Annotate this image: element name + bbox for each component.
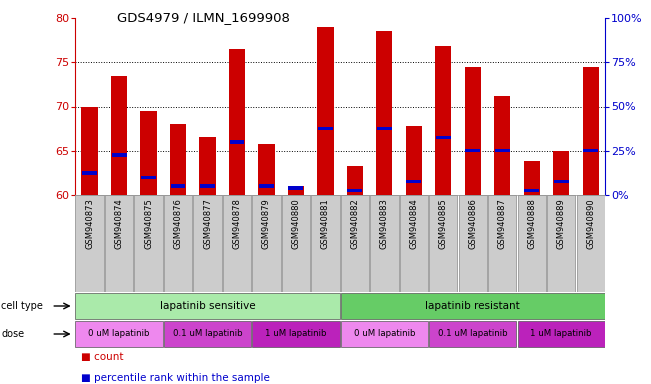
Bar bbox=[518, 321, 605, 347]
Bar bbox=[141, 175, 156, 179]
Bar bbox=[288, 186, 303, 190]
Bar bbox=[465, 67, 481, 195]
Text: 1 uM lapatinib: 1 uM lapatinib bbox=[531, 329, 592, 339]
Bar bbox=[170, 124, 186, 195]
Bar bbox=[376, 31, 393, 195]
Bar bbox=[524, 189, 539, 192]
Text: GSM940876: GSM940876 bbox=[174, 198, 182, 249]
Bar bbox=[105, 195, 133, 292]
Bar bbox=[317, 27, 333, 195]
Text: cell type: cell type bbox=[1, 301, 43, 311]
Bar bbox=[465, 149, 480, 152]
Bar bbox=[76, 293, 340, 319]
Text: GSM940877: GSM940877 bbox=[203, 198, 212, 249]
Bar bbox=[81, 106, 98, 195]
Bar bbox=[340, 293, 605, 319]
Bar bbox=[311, 195, 340, 292]
Bar bbox=[164, 195, 192, 292]
Bar bbox=[76, 321, 163, 347]
Text: 1 uM lapatinib: 1 uM lapatinib bbox=[265, 329, 327, 339]
Text: GSM940887: GSM940887 bbox=[498, 198, 506, 249]
Bar bbox=[282, 195, 310, 292]
Bar bbox=[288, 186, 304, 195]
Bar bbox=[429, 321, 516, 347]
Bar bbox=[583, 149, 598, 152]
Text: GSM940875: GSM940875 bbox=[144, 198, 153, 249]
Bar bbox=[583, 67, 599, 195]
Text: GSM940880: GSM940880 bbox=[292, 198, 300, 249]
Bar bbox=[340, 321, 428, 347]
Bar bbox=[406, 126, 422, 195]
Text: lapatinib sensitive: lapatinib sensitive bbox=[159, 301, 255, 311]
Bar bbox=[111, 154, 126, 157]
Bar bbox=[259, 184, 274, 188]
Text: GSM940885: GSM940885 bbox=[439, 198, 448, 249]
Text: GSM940890: GSM940890 bbox=[586, 198, 595, 248]
Bar bbox=[318, 127, 333, 130]
Bar bbox=[340, 195, 369, 292]
Text: GSM940881: GSM940881 bbox=[321, 198, 330, 249]
Bar bbox=[200, 184, 215, 188]
Text: GSM940878: GSM940878 bbox=[232, 198, 242, 249]
Bar bbox=[258, 144, 275, 195]
Bar bbox=[171, 184, 186, 188]
Bar bbox=[134, 195, 163, 292]
Bar bbox=[406, 180, 421, 184]
Bar bbox=[554, 180, 569, 184]
Text: 0.1 uM lapatinib: 0.1 uM lapatinib bbox=[173, 329, 242, 339]
Text: ■ count: ■ count bbox=[81, 352, 124, 362]
Bar bbox=[253, 195, 281, 292]
Bar bbox=[429, 195, 458, 292]
Bar bbox=[459, 195, 487, 292]
Bar bbox=[223, 195, 251, 292]
Bar bbox=[230, 140, 244, 144]
Bar bbox=[436, 46, 451, 195]
Bar bbox=[523, 161, 540, 195]
Bar bbox=[494, 96, 510, 195]
Bar bbox=[436, 136, 450, 139]
Bar bbox=[164, 321, 251, 347]
Bar bbox=[193, 195, 221, 292]
Bar bbox=[253, 321, 340, 347]
Bar bbox=[348, 189, 363, 192]
Bar bbox=[553, 151, 570, 195]
Bar bbox=[370, 195, 398, 292]
Text: GSM940879: GSM940879 bbox=[262, 198, 271, 249]
Text: GDS4979 / ILMN_1699908: GDS4979 / ILMN_1699908 bbox=[117, 11, 290, 24]
Text: lapatinib resistant: lapatinib resistant bbox=[425, 301, 520, 311]
Bar bbox=[347, 166, 363, 195]
Bar bbox=[495, 149, 510, 152]
Text: GSM940889: GSM940889 bbox=[557, 198, 566, 249]
Text: GSM940874: GSM940874 bbox=[115, 198, 124, 249]
Text: 0.1 uM lapatinib: 0.1 uM lapatinib bbox=[438, 329, 508, 339]
Bar bbox=[518, 195, 546, 292]
Text: GSM940886: GSM940886 bbox=[468, 198, 477, 249]
Bar bbox=[82, 171, 97, 175]
Bar bbox=[76, 195, 104, 292]
Bar bbox=[577, 195, 605, 292]
Bar bbox=[547, 195, 575, 292]
Text: GSM940888: GSM940888 bbox=[527, 198, 536, 249]
Bar bbox=[488, 195, 516, 292]
Bar bbox=[377, 127, 392, 130]
Text: GSM940873: GSM940873 bbox=[85, 198, 94, 249]
Text: ■ percentile rank within the sample: ■ percentile rank within the sample bbox=[81, 373, 270, 383]
Text: dose: dose bbox=[1, 329, 25, 339]
Bar bbox=[199, 137, 215, 195]
Bar bbox=[111, 76, 127, 195]
Text: 0 uM lapatinib: 0 uM lapatinib bbox=[89, 329, 150, 339]
Bar bbox=[141, 111, 157, 195]
Text: GSM940882: GSM940882 bbox=[350, 198, 359, 249]
Bar bbox=[229, 49, 245, 195]
Text: GSM940883: GSM940883 bbox=[380, 198, 389, 249]
Bar bbox=[400, 195, 428, 292]
Text: 0 uM lapatinib: 0 uM lapatinib bbox=[353, 329, 415, 339]
Text: GSM940884: GSM940884 bbox=[409, 198, 419, 249]
